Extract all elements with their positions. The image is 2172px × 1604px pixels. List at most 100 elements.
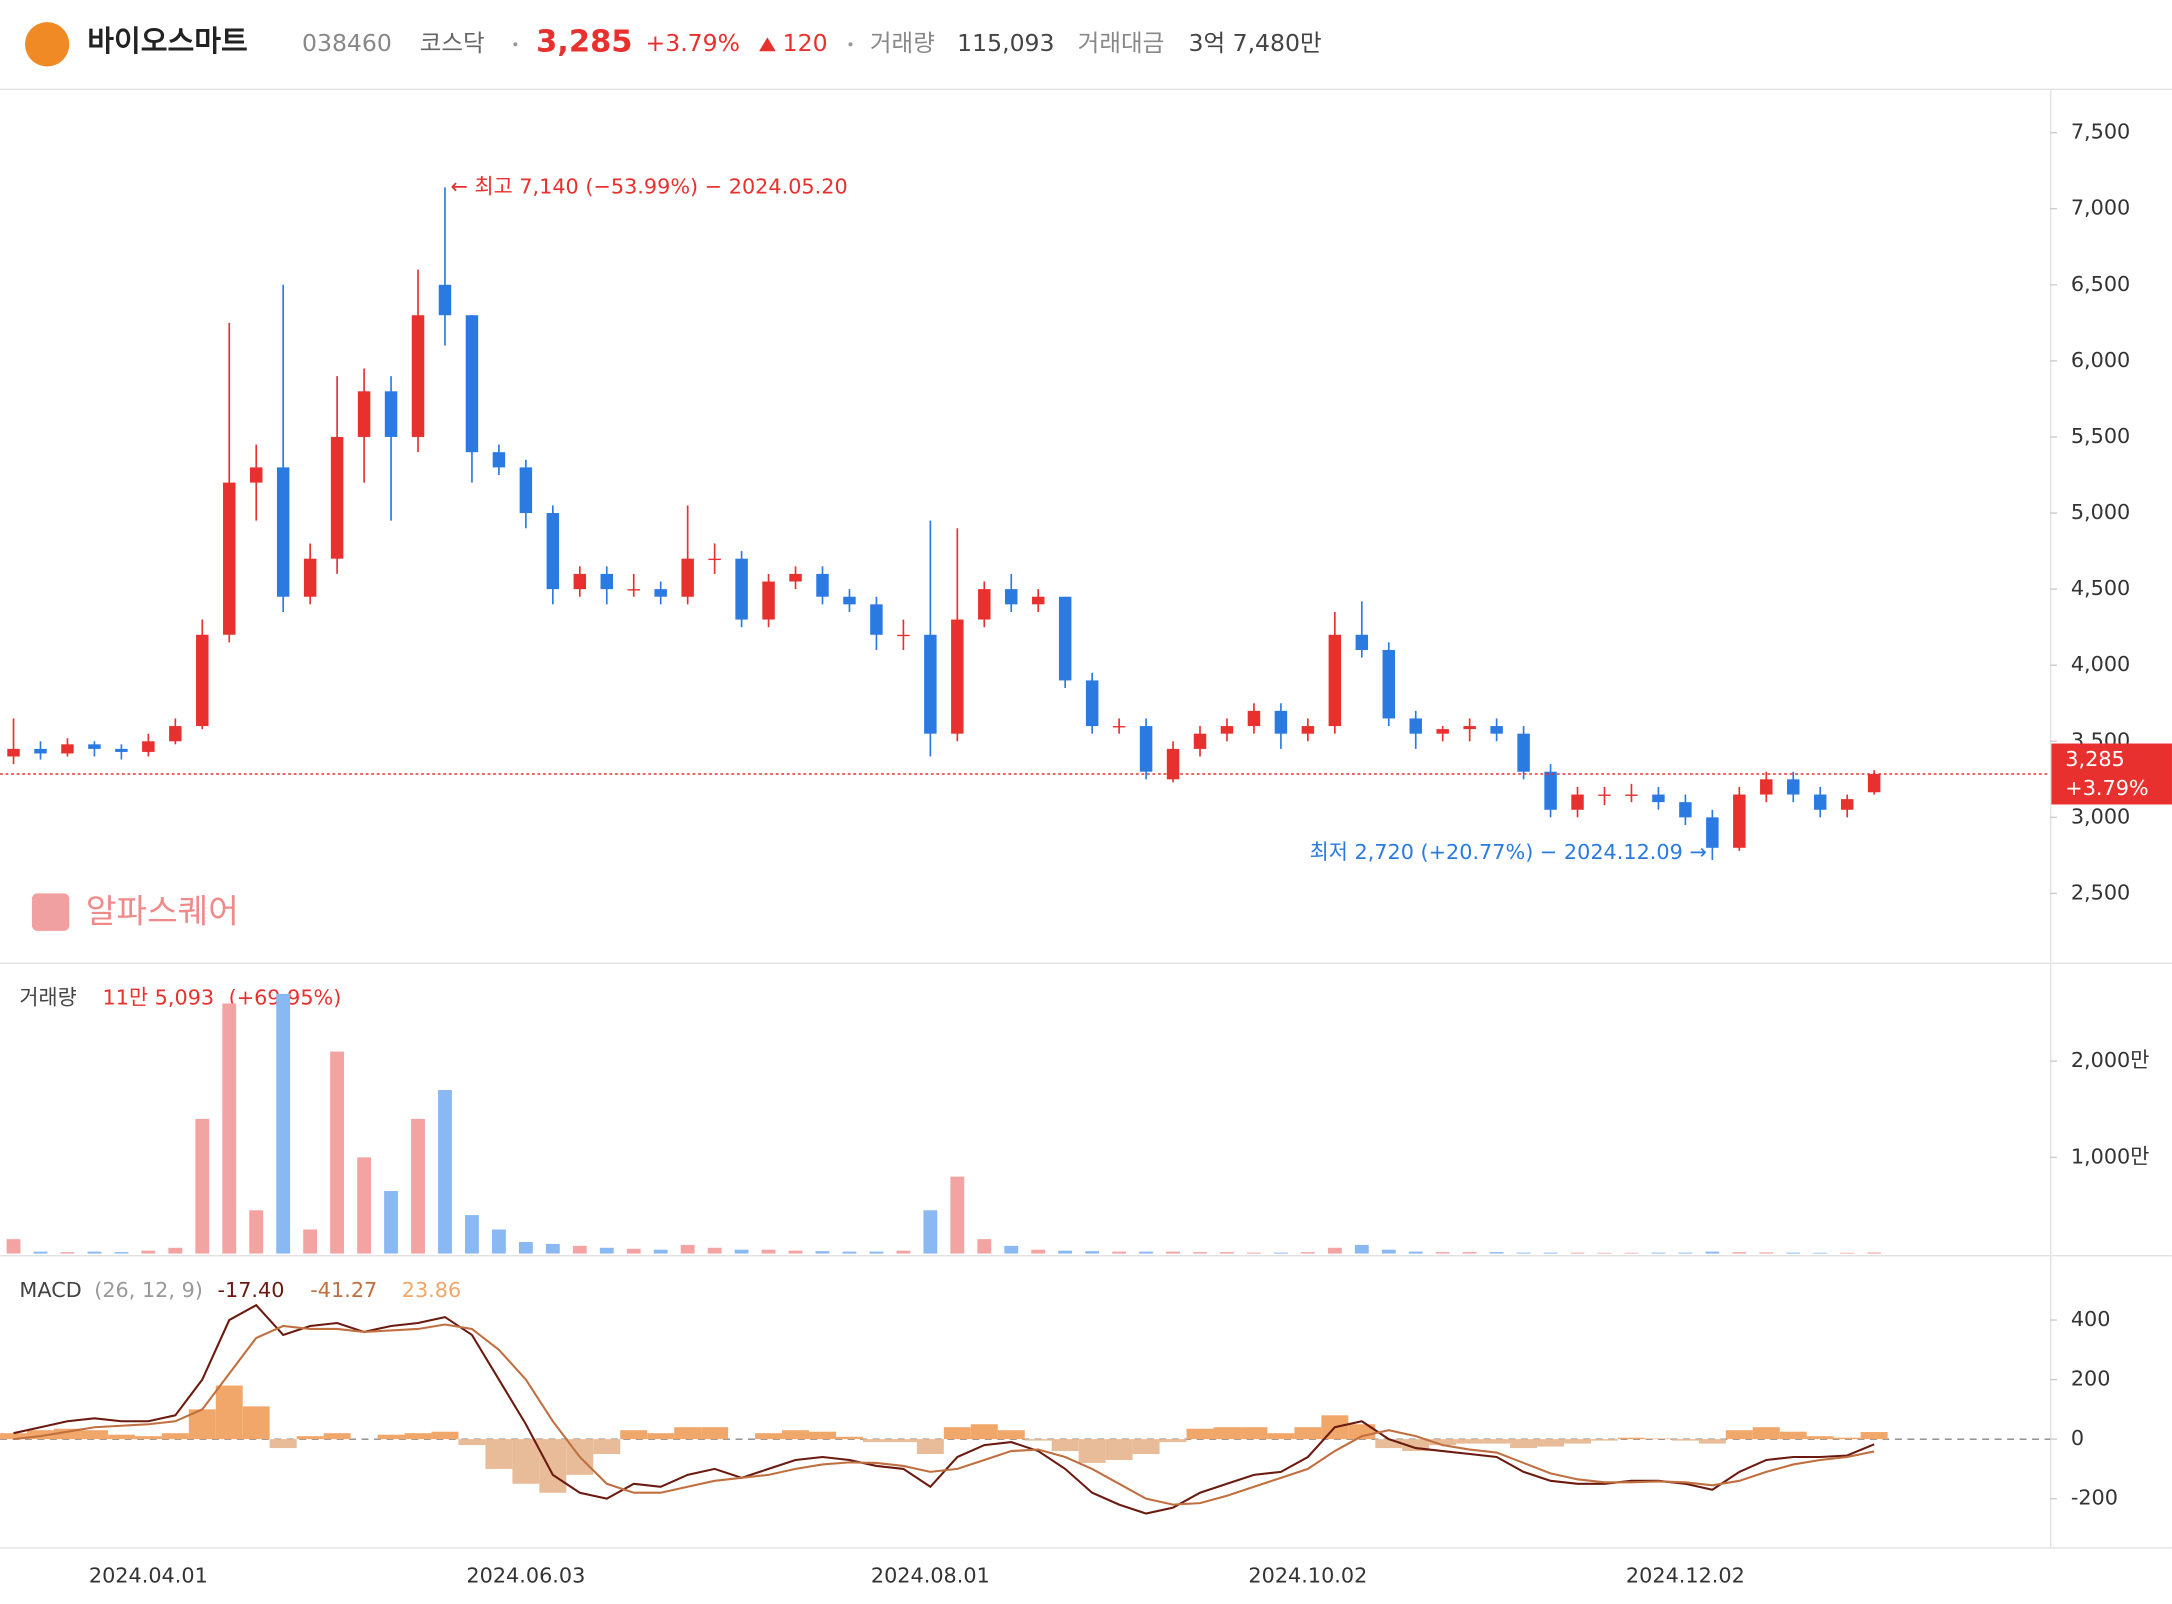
- volume-bar: [330, 1051, 345, 1254]
- histogram-bar: [782, 1430, 810, 1440]
- volume-bar: [1085, 1251, 1100, 1254]
- volume-bar: [572, 1245, 587, 1254]
- histogram-bar: [1671, 1439, 1699, 1441]
- histogram-bar: [161, 1433, 189, 1440]
- histogram-bar: [0, 1433, 28, 1440]
- y-tick-label: 400: [2071, 1307, 2111, 1331]
- candle-body: [762, 581, 775, 620]
- histogram-bar: [1860, 1432, 1888, 1440]
- candle-body: [1625, 794, 1638, 796]
- volume-bar: [1678, 1252, 1693, 1254]
- volume-bar: [1193, 1252, 1207, 1254]
- histogram-bar: [916, 1439, 944, 1455]
- macd-title: MACD: [19, 1278, 81, 1302]
- volume-bar: [411, 1118, 425, 1254]
- volume-bar: [1139, 1251, 1154, 1254]
- separator: [513, 42, 518, 47]
- histogram-bar: [404, 1433, 432, 1440]
- candle-body: [357, 391, 371, 437]
- volume-last: 11만 5,093: [103, 986, 215, 1010]
- macd-line: [13, 1303, 1875, 1515]
- x-tick-label: 2024.10.02: [1248, 1563, 1367, 1587]
- candle-body: [1813, 794, 1827, 810]
- volume-bar: [195, 1118, 210, 1254]
- candle-body: [276, 467, 290, 597]
- candle-body: [88, 744, 101, 749]
- histogram-bar: [620, 1430, 648, 1440]
- histogram-bar: [862, 1439, 890, 1443]
- watermark: 알파스퀘어: [86, 891, 239, 930]
- volume-bar: [1597, 1252, 1612, 1254]
- volume-bar: [1247, 1252, 1261, 1254]
- candle-body: [1005, 589, 1018, 605]
- histogram-bar: [1698, 1439, 1726, 1444]
- volume-bar: [1786, 1252, 1801, 1254]
- candle-body: [1760, 779, 1773, 795]
- candle-body: [816, 573, 829, 597]
- price: 3,285: [536, 24, 632, 59]
- y-tick-label: 7,000: [2071, 196, 2130, 220]
- volume-bar: [1327, 1247, 1342, 1254]
- candle-body: [573, 573, 587, 590]
- candle-body: [789, 573, 802, 582]
- volume-bar: [977, 1239, 992, 1254]
- volume-label: 거래량: [870, 29, 935, 57]
- histogram-bar: [1159, 1439, 1187, 1443]
- candle-body: [1139, 726, 1153, 772]
- y-tick-label: 5,500: [2071, 424, 2130, 448]
- histogram-bar: [512, 1439, 540, 1484]
- price-tag: [2051, 743, 2172, 805]
- volume-bar: [518, 1242, 533, 1254]
- candle-body: [708, 558, 721, 561]
- histogram-bar: [1456, 1439, 1484, 1444]
- candle-body: [735, 558, 748, 620]
- histogram-bar: [593, 1439, 621, 1455]
- histogram-bar: [1510, 1439, 1538, 1449]
- histogram-bar: [242, 1406, 270, 1440]
- volume-bar: [1543, 1252, 1558, 1254]
- volume-bar: [168, 1247, 183, 1254]
- candle-body: [1274, 710, 1288, 734]
- market: 코스닥: [420, 29, 485, 57]
- candle-body: [1840, 799, 1854, 810]
- histogram-bar: [1186, 1428, 1214, 1440]
- histogram-bar: [1564, 1439, 1592, 1444]
- y-tick-label: 5,000: [2071, 500, 2130, 524]
- volume-bar: [1435, 1252, 1450, 1254]
- volume-bar: [60, 1252, 75, 1254]
- candle-body: [438, 284, 452, 316]
- histogram-bar: [970, 1424, 998, 1440]
- volume-bar: [491, 1229, 506, 1254]
- candle-body: [1436, 729, 1449, 734]
- candle-body: [7, 748, 20, 757]
- histogram-bar: [27, 1430, 54, 1440]
- candle-body: [546, 513, 560, 590]
- y-tick-label: 6,000: [2071, 348, 2130, 372]
- y-tick-label: -200: [2071, 1486, 2118, 1510]
- volume-bar: [1840, 1252, 1855, 1254]
- candle-body: [223, 482, 236, 635]
- volume-bar: [869, 1251, 884, 1254]
- histogram-bar: [215, 1385, 243, 1440]
- candle-body: [1706, 817, 1719, 848]
- histogram-value: 23.86: [402, 1278, 461, 1302]
- histogram-bar: [1267, 1433, 1295, 1440]
- histogram-bar: [80, 1430, 108, 1440]
- histogram-bar: [1078, 1439, 1106, 1463]
- candle-body: [1166, 748, 1180, 780]
- volume-bar: [734, 1249, 749, 1254]
- histogram-bar: [1024, 1439, 1052, 1441]
- y-tick-label: 4,000: [2071, 652, 2130, 676]
- candle-body: [1058, 596, 1072, 681]
- volume-bar: [1651, 1252, 1666, 1254]
- histogram-bar: [809, 1431, 836, 1440]
- volume-bar: [465, 1215, 479, 1254]
- amount: 3억 7,480만: [1189, 29, 1322, 57]
- high-annotation: ← 최고 7,140 (−53.99%) − 2024.05.20: [451, 174, 848, 198]
- histogram-bar: [1806, 1436, 1834, 1440]
- candle-body: [115, 748, 128, 752]
- price-tag-price: 3,285: [2065, 747, 2124, 771]
- candle-body: [169, 726, 182, 742]
